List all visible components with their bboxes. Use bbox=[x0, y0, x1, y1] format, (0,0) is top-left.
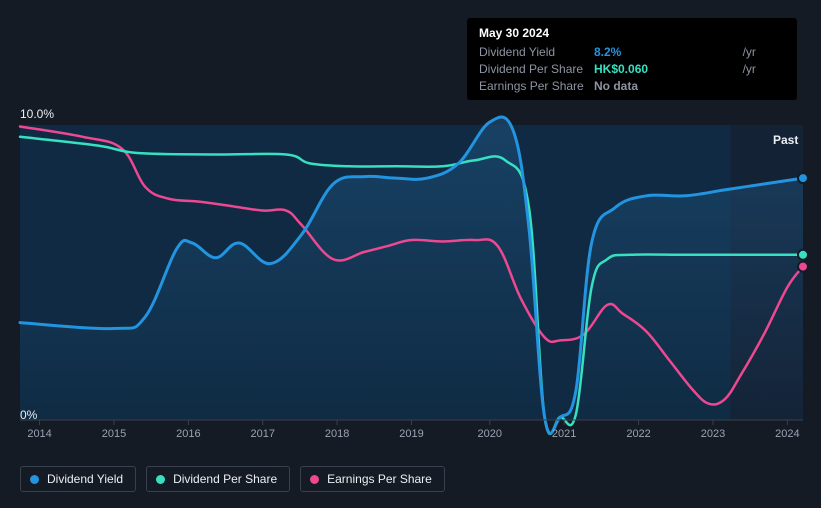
legend-dot-icon bbox=[156, 475, 165, 484]
x-axis-label: 2022 bbox=[626, 428, 650, 440]
x-axis-label: 2024 bbox=[775, 428, 799, 440]
tooltip-unit bbox=[739, 77, 785, 94]
legend-label: Dividend Yield bbox=[47, 472, 123, 486]
x-axis-label: 2017 bbox=[250, 428, 274, 440]
legend-item[interactable]: Dividend Yield bbox=[20, 466, 136, 492]
legend-label: Earnings Per Share bbox=[327, 472, 432, 486]
tooltip-table: Dividend Yield8.2%/yrDividend Per ShareH… bbox=[479, 43, 785, 94]
x-axis-label: 2023 bbox=[701, 428, 725, 440]
tooltip-value: 8.2% bbox=[594, 43, 739, 60]
y-axis-label: 0% bbox=[20, 408, 37, 422]
y-axis-label: 10.0% bbox=[20, 107, 54, 121]
x-axis-label: 2021 bbox=[552, 428, 576, 440]
legend-item[interactable]: Dividend Per Share bbox=[146, 466, 290, 492]
tooltip-date: May 30 2024 bbox=[479, 26, 785, 40]
legend-dot-icon bbox=[310, 475, 319, 484]
legend-dot-icon bbox=[30, 475, 39, 484]
legend-label: Dividend Per Share bbox=[173, 472, 277, 486]
tooltip-key: Earnings Per Share bbox=[479, 77, 594, 94]
dividend-chart: May 30 2024 Dividend Yield8.2%/yrDividen… bbox=[0, 0, 821, 508]
tooltip-key: Dividend Yield bbox=[479, 43, 594, 60]
x-axis-label: 2020 bbox=[478, 428, 502, 440]
tooltip-row: Dividend Per ShareHK$0.060/yr bbox=[479, 60, 785, 77]
x-axis-label: 2019 bbox=[399, 428, 423, 440]
tooltip-value: No data bbox=[594, 77, 739, 94]
x-axis-label: 2018 bbox=[325, 428, 349, 440]
past-label: Past bbox=[773, 133, 798, 147]
tooltip-unit: /yr bbox=[739, 60, 785, 77]
legend: Dividend Yield Dividend Per Share Earnings… bbox=[20, 466, 445, 492]
tooltip-unit: /yr bbox=[739, 43, 785, 60]
tooltip-row: Earnings Per ShareNo data bbox=[479, 77, 785, 94]
x-axis-label: 2016 bbox=[176, 428, 200, 440]
chart-tooltip: May 30 2024 Dividend Yield8.2%/yrDividen… bbox=[467, 18, 797, 100]
tooltip-row: Dividend Yield8.2%/yr bbox=[479, 43, 785, 60]
tooltip-value: HK$0.060 bbox=[594, 60, 739, 77]
x-axis-label: 2014 bbox=[27, 428, 51, 440]
tooltip-key: Dividend Per Share bbox=[479, 60, 594, 77]
legend-item[interactable]: Earnings Per Share bbox=[300, 466, 445, 492]
x-axis-label: 2015 bbox=[102, 428, 126, 440]
